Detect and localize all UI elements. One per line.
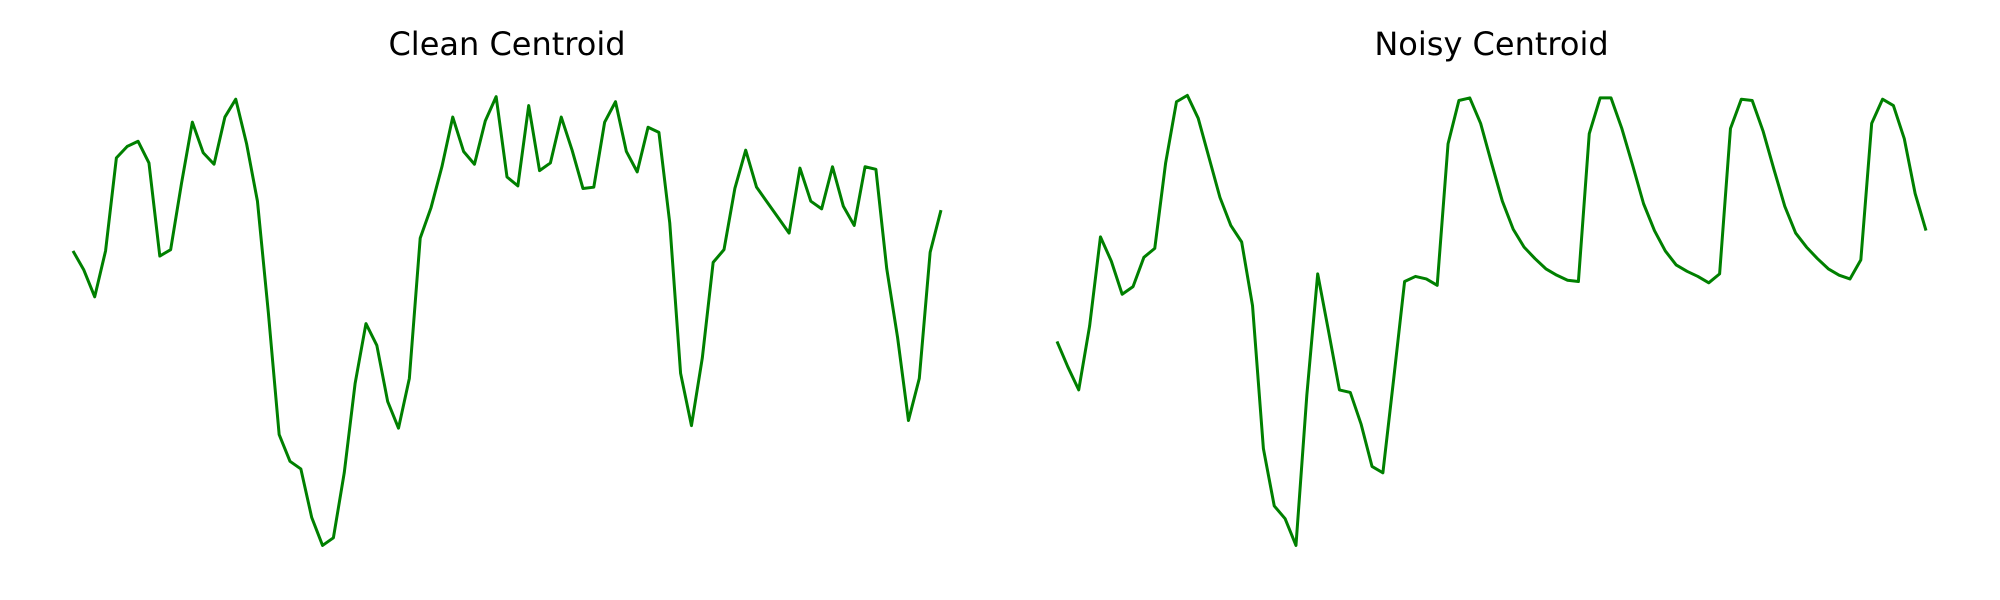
- line-series: [1055, 93, 1928, 547]
- chart-title: Noisy Centroid: [1374, 25, 1608, 63]
- line-series: [71, 95, 943, 547]
- chart-title: Clean Centroid: [388, 25, 625, 63]
